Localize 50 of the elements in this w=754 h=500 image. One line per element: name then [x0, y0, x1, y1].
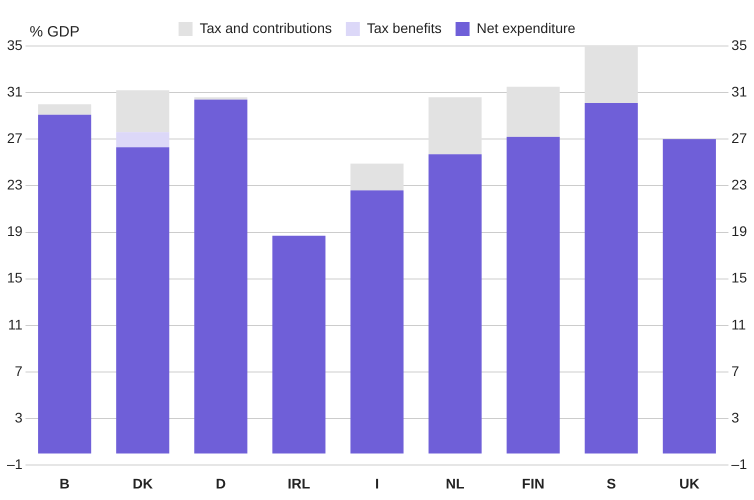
y2-tick-label: 27 — [731, 130, 748, 146]
bar — [506, 86, 560, 137]
x-tick-label: FIN — [522, 475, 544, 492]
legend-label: Tax benefits — [366, 20, 442, 36]
x-tick-label: S — [606, 475, 616, 492]
bar — [116, 147, 170, 454]
bar — [428, 154, 482, 454]
legend-label: Net expenditure — [476, 20, 576, 36]
x-tick-label: DK — [132, 475, 153, 492]
y-tick-label: 23 — [6, 176, 23, 193]
bar — [116, 132, 170, 148]
y-tick-label: –1 — [6, 456, 23, 472]
y-tick-label: 35 — [6, 36, 23, 53]
bar — [584, 46, 638, 104]
y-axis-title: % GDP — [30, 24, 80, 41]
y2-tick-label: 11 — [731, 316, 746, 332]
bar — [506, 136, 560, 454]
x-tick-label: UK — [679, 475, 700, 492]
y-tick-label: 19 — [6, 223, 23, 240]
y-tick-label: 3 — [14, 409, 23, 426]
bar — [194, 97, 248, 100]
y2-tick-label: 35 — [731, 36, 748, 53]
bar — [38, 104, 92, 115]
y2-tick-label: 19 — [731, 223, 748, 240]
y-tick-label: 11 — [8, 316, 23, 332]
y2-tick-label: 3 — [731, 409, 740, 426]
y2-tick-label: 23 — [731, 176, 748, 193]
y-tick-label: 31 — [6, 83, 23, 100]
y-tick-label: 7 — [14, 362, 23, 379]
y2-tick-label: 7 — [731, 362, 740, 379]
y2-tick-label: 15 — [731, 270, 748, 286]
x-tick-label: D — [216, 475, 226, 492]
bar — [350, 164, 404, 190]
x-tick-label: NL — [446, 475, 465, 492]
y-tick-label: 15 — [6, 270, 23, 286]
y-tick-label: 27 — [6, 130, 23, 146]
x-tick-label: IRL — [288, 475, 311, 492]
bar — [350, 190, 404, 454]
y2-tick-label: –1 — [731, 456, 748, 472]
y2-tick-label: 31 — [731, 83, 748, 100]
bar — [584, 103, 638, 454]
bar — [428, 97, 482, 154]
bar — [272, 236, 326, 454]
x-tick-label: I — [375, 475, 379, 492]
bar — [194, 100, 248, 454]
bar — [116, 90, 170, 132]
bar — [38, 114, 92, 454]
x-tick-label: B — [60, 475, 70, 492]
legend-label: Tax and contributions — [200, 20, 332, 36]
bar — [662, 139, 716, 454]
